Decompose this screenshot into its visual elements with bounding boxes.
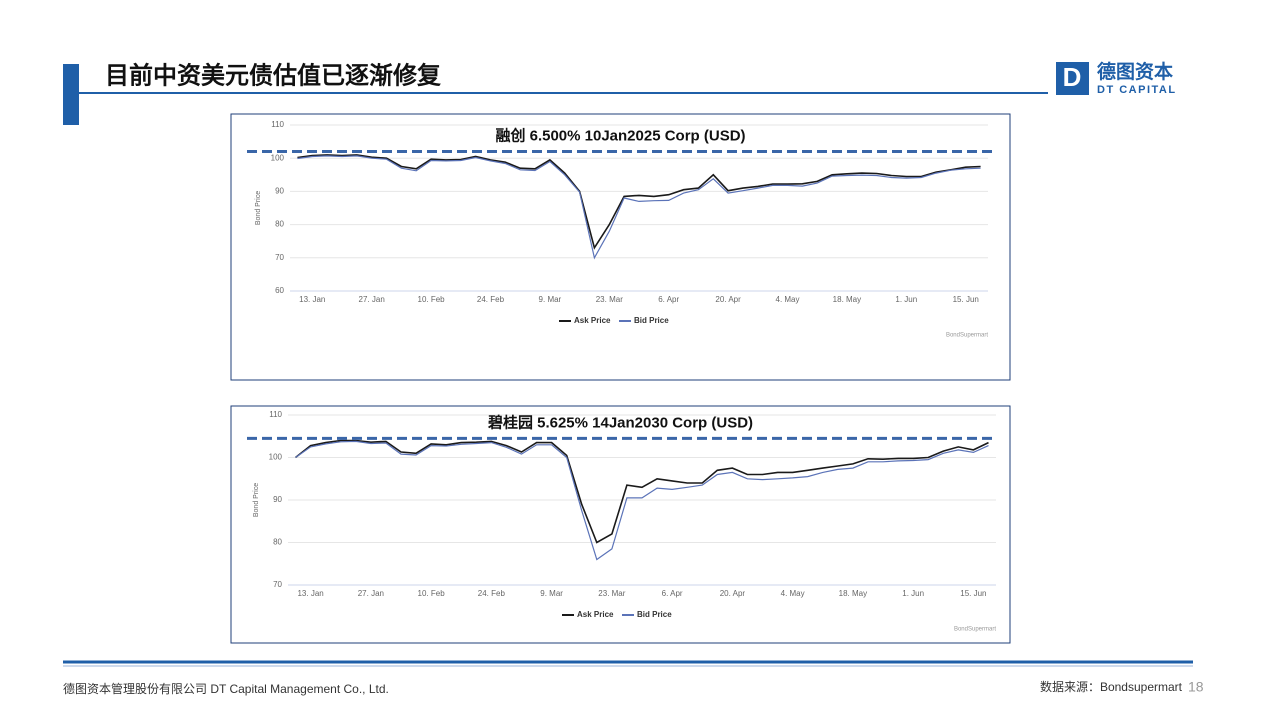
y-tick-label: 90 xyxy=(275,187,284,196)
legend-label: Ask Price xyxy=(574,316,611,325)
footer-company: 德图资本管理股份有限公司 DT Capital Management Co., … xyxy=(63,681,389,696)
x-tick-label: 18. May xyxy=(839,589,867,598)
slide-title: 目前中资美元债估值已逐渐修复 xyxy=(105,61,442,89)
x-tick-label: 4. May xyxy=(781,589,805,598)
x-tick-label: 20. Apr xyxy=(715,295,741,304)
x-tick-label: 1. Jun xyxy=(902,589,924,598)
legend-label: Ask Price xyxy=(577,610,614,619)
x-tick-label: 6. Apr xyxy=(658,295,679,304)
x-tick-label: 15. Jun xyxy=(953,295,979,304)
logo-box xyxy=(1056,62,1089,95)
x-tick-label: 24. Feb xyxy=(478,589,506,598)
x-tick-label: 24. Feb xyxy=(477,295,505,304)
chart-title: 融创 6.500% 10Jan2025 Corp (USD) xyxy=(495,127,745,145)
y-axis-label: Bond Price xyxy=(253,483,260,517)
legend-label: Bid Price xyxy=(637,610,672,619)
y-tick-label: 60 xyxy=(275,286,284,295)
x-tick-label: 9. Mar xyxy=(539,295,562,304)
y-tick-label: 80 xyxy=(273,538,282,547)
logo-en: DT CAPITAL xyxy=(1097,84,1177,96)
logo-mark: D xyxy=(1063,62,1082,92)
title-bar xyxy=(63,64,79,125)
x-tick-label: 27. Jan xyxy=(359,295,385,304)
x-tick-label: 6. Apr xyxy=(662,589,683,598)
x-tick-label: 10. Feb xyxy=(418,589,446,598)
footer-source: 数据来源：Bondsupermart xyxy=(1040,679,1183,694)
series-line xyxy=(295,439,989,544)
x-tick-label: 13. Jan xyxy=(299,295,325,304)
x-tick-label: 4. May xyxy=(776,295,800,304)
legend-label: Bid Price xyxy=(634,316,669,325)
y-tick-label: 110 xyxy=(269,410,282,419)
x-tick-label: 23. Mar xyxy=(598,589,625,598)
chart-frame xyxy=(230,113,1011,381)
logo-cn: 德图资本 xyxy=(1097,60,1173,83)
chart-title: 碧桂园 5.625% 14Jan2030 Corp (USD) xyxy=(487,413,753,431)
x-tick-label: 15. Jun xyxy=(960,589,986,598)
y-tick-label: 70 xyxy=(275,253,284,262)
x-tick-label: 18. May xyxy=(833,295,861,304)
y-tick-label: 100 xyxy=(269,453,283,462)
x-tick-label: 10. Feb xyxy=(418,295,446,304)
x-tick-label: 13. Jan xyxy=(297,589,323,598)
y-tick-label: 100 xyxy=(271,153,285,162)
chart-frame xyxy=(230,405,1011,644)
y-tick-label: 90 xyxy=(273,495,282,504)
x-tick-label: 1. Jun xyxy=(895,295,917,304)
x-tick-label: 23. Mar xyxy=(596,295,623,304)
x-tick-label: 9. Mar xyxy=(540,589,563,598)
series-line xyxy=(297,155,981,260)
y-axis-label: Bond Price xyxy=(255,191,262,225)
y-tick-label: 110 xyxy=(271,120,284,129)
x-tick-label: 27. Jan xyxy=(358,589,384,598)
x-tick-label: 20. Apr xyxy=(720,589,746,598)
series-line xyxy=(297,154,981,250)
y-tick-label: 70 xyxy=(273,580,282,589)
credit: BondSupermart xyxy=(954,627,996,633)
credit: BondSupermart xyxy=(946,333,988,339)
series-line xyxy=(295,440,989,561)
y-tick-label: 80 xyxy=(275,220,284,229)
page-number: 18 xyxy=(1188,679,1204,695)
